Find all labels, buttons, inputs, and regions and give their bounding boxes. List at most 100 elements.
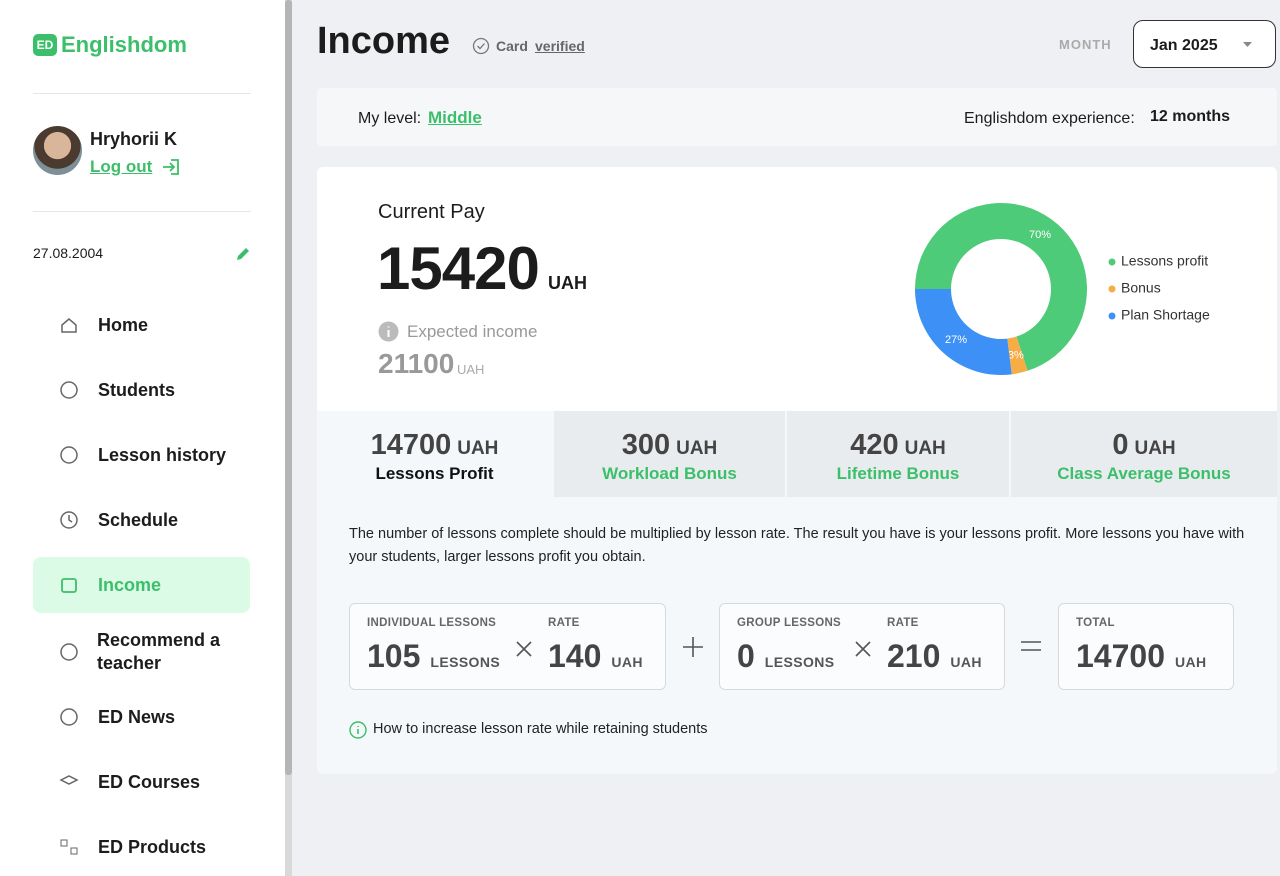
tab-amount: 14700 UAH [317,429,552,462]
tab-amount: 420 UAH [787,429,1009,462]
multiply-sign [855,641,871,657]
nav-item[interactable]: Schedule [33,492,250,548]
nav-label: ED News [98,706,176,727]
tab[interactable]: 0 UAH Class Average Bonus [1011,411,1277,497]
nav-item[interactable]: Home [33,297,250,353]
nav-label: Students [98,379,176,400]
nav-icon [61,318,77,333]
legend-marker [1108,258,1116,266]
tab-amount: 0 UAH [1011,429,1277,462]
tab-amount-value: 420 [850,429,899,461]
formula-number: 14700 [1076,638,1165,674]
tab-currency: UAH [1134,438,1176,459]
nav-item[interactable]: ED Products [33,819,250,875]
legend-label: Plan Shortage [1121,307,1210,323]
expected-currency: UAH [457,362,485,377]
tab[interactable]: 300 UAH Workload Bonus [554,411,785,497]
tab-currency: UAH [904,438,946,459]
tab[interactable]: 420 UAH Lifetime Bonus [787,411,1009,497]
avatar [33,126,82,175]
logout-icon [163,159,179,175]
tip-link[interactable]: How to increase lesson rate while retain… [373,721,708,737]
edit-icon[interactable] [234,245,252,263]
formula-number: 0 [737,638,755,674]
nav-label: Schedule [98,509,179,530]
nav-item[interactable]: ED Courses [33,754,250,810]
nav-icon [60,839,78,855]
nav-icon [59,775,79,785]
current-pay-label: Current Pay [378,201,485,223]
formula-box: GROUP LESSONS 0 LESSONS RATE 210 UAH [719,603,1005,690]
scrollbar-track [285,0,292,876]
tab-label: Lifetime Bonus [836,464,960,483]
formula-unit: UAH [611,654,643,670]
plus-sign [683,637,703,657]
check-icon [472,37,490,55]
card-label: Card [496,38,528,54]
donut-segment [915,203,1087,371]
formula-unit: LESSONS [764,654,835,670]
formula-unit: LESSONS [430,654,501,670]
tab-amount-value: 0 [1112,429,1129,461]
nav-icon [60,446,78,464]
nav-icon [60,643,78,661]
birth-date: 27.08.2004 [33,245,104,261]
level-value[interactable]: Middle [428,108,482,127]
tab-amount-value: 300 [621,429,671,461]
formula-value: 105 LESSONS [367,638,500,675]
formula-caption: TOTAL [1076,617,1115,629]
tab-active[interactable]: 14700 UAH Lessons Profit [317,411,552,497]
nav-item[interactable]: Recommend a teacher [33,622,250,682]
nav-item[interactable]: Lesson history [33,427,250,483]
formula-caption: GROUP LESSONS [737,617,842,629]
formula-box: INDIVIDUAL LESSONS 105 LESSONS RATE 140 UA… [349,603,666,690]
info-icon [378,321,399,342]
nav-item-active[interactable]: Income [33,557,250,613]
tab-currency: UAH [457,438,499,459]
tab-currency: UAH [676,438,718,459]
donut-value-label: 70% [1029,229,1051,241]
month-select[interactable]: Jan 2025 [1133,20,1276,68]
logout-link[interactable]: Log out [90,157,153,176]
current-pay-currency: UAH [548,273,587,293]
nav-item[interactable]: Students [33,362,250,418]
formula-number: 210 [887,638,941,674]
equals-sign [1021,641,1041,651]
nav-item[interactable]: ED News [33,689,250,745]
nav-label: Home [98,314,149,335]
description: The number of lessons complete should be… [349,526,1245,565]
card-status-link[interactable]: verified [535,38,585,54]
divider [33,211,251,212]
nav-icon [60,511,78,529]
tab-label: Class Average Bonus [1057,464,1231,483]
dropdown-arrow [1243,42,1252,47]
formula-value: 210 UAH [887,638,982,675]
formula-unit: UAH [1174,654,1207,670]
scrollbar-thumb[interactable] [285,0,292,775]
nav-label: Lesson history [98,444,227,465]
divider [33,93,251,94]
nav-label: ED Products [98,836,207,857]
nav-icon [60,708,78,726]
logo-text[interactable]: Englishdom [61,32,187,57]
donut-chart: 70% 3% 27% Lessons profit Bonus Plan Shortage [915,203,1210,375]
formula-value: 0 LESSONS [737,638,835,675]
experience-value: 12 months [1150,108,1231,125]
level-label: My level: [358,110,422,127]
formula-box: TOTAL 14700 UAH [1058,603,1234,690]
tab-amount-value: 14700 [370,429,452,461]
formula-caption: RATE [548,617,580,629]
legend-label: Bonus [1121,280,1161,296]
current-pay-value: 15420 [377,235,540,302]
nav-label: ED Courses [98,771,201,792]
legend-marker [1108,312,1116,320]
nav-label: Recommend a teacher [97,630,221,673]
formula-value: 140 UAH [548,638,643,675]
donut-segment [1007,336,1028,375]
donut-value-label: 27% [945,334,967,346]
formula-unit: UAH [950,654,982,670]
legend-marker [1108,285,1116,293]
pay-section [317,167,1277,411]
formula-caption: INDIVIDUAL LESSONS [367,617,497,629]
